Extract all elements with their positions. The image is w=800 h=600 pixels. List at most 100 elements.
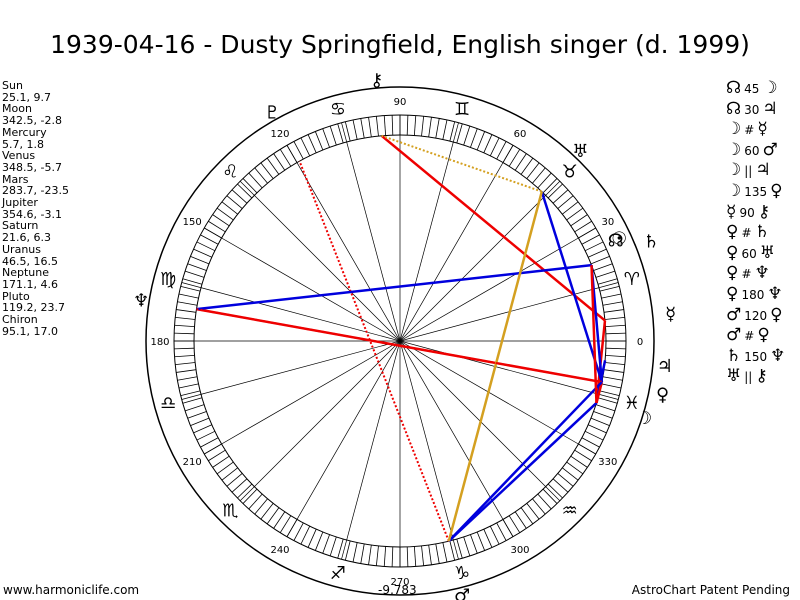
degree-tick bbox=[537, 493, 552, 510]
degree-tick bbox=[542, 178, 558, 194]
degree-tick bbox=[601, 383, 622, 389]
degree-tick bbox=[435, 118, 440, 139]
degree-tick bbox=[360, 543, 365, 564]
aspect-planet-b: ♀ bbox=[757, 325, 770, 346]
degree-label: 150 bbox=[183, 217, 202, 228]
degree-tick bbox=[279, 149, 292, 167]
degree-tick bbox=[184, 404, 205, 412]
degree-tick bbox=[279, 515, 292, 533]
aspect-value: 60 bbox=[741, 246, 757, 261]
degree-tick bbox=[226, 473, 243, 487]
aspect-value: 45 bbox=[744, 82, 760, 96]
aspect-planet-a: ☽ bbox=[726, 160, 742, 181]
degree-tick bbox=[176, 369, 197, 373]
degree-tick bbox=[175, 362, 196, 366]
zodiac-sign-icon: ♉ bbox=[562, 161, 578, 182]
aspect-planet-a: ☽ bbox=[726, 139, 742, 160]
degree-tick bbox=[562, 467, 579, 481]
degree-tick bbox=[570, 214, 588, 227]
degree-tick bbox=[260, 162, 274, 179]
aspect-value: # bbox=[741, 267, 752, 282]
degree-tick bbox=[603, 369, 624, 373]
degree-tick bbox=[344, 540, 351, 561]
degree-tick bbox=[248, 172, 263, 189]
aspect-planet-b: ☿ bbox=[757, 119, 768, 140]
uranus-icon: ♅ bbox=[572, 141, 588, 162]
degree-tick bbox=[435, 543, 440, 564]
sun-icon: ☉ bbox=[611, 228, 627, 249]
aspect-planet-a: ☊ bbox=[726, 98, 742, 119]
aspect-planet-a: ♀ bbox=[726, 263, 739, 284]
aspect-list: ☊ 45 ☽ ☊ 30 ♃ ☽ # ☿ ☽ 60 ♂ ☽ || ♃ ☽ 135 ♀ ☿ 90 ⚷ ♀ # ♄ ♀ 60 ♅ ♀ # ♆ ♀ 1… bbox=[726, 78, 785, 387]
degree-tick bbox=[604, 362, 625, 366]
degree-label: 60 bbox=[514, 129, 527, 140]
aspect-row: ☽ || ♃ bbox=[726, 160, 785, 181]
aspect-planet-b: ♀ bbox=[770, 180, 783, 201]
degree-tick bbox=[597, 397, 618, 404]
aspect-value: 30 bbox=[744, 102, 760, 117]
planet-position-list: Sun 25.1, 9.7 Moon 342.5, -2.8 Mercury 5.7, 1… bbox=[2, 80, 69, 337]
planet-coords: 5.7, 1.8 bbox=[2, 137, 44, 151]
degree-tick bbox=[599, 285, 620, 292]
degree-tick bbox=[489, 525, 500, 545]
degree-tick bbox=[514, 153, 527, 171]
aspect-row: ♀ # ♆ bbox=[726, 263, 785, 284]
aspect-line bbox=[381, 134, 543, 193]
degree-tick bbox=[581, 234, 600, 245]
degree-tick bbox=[237, 183, 253, 199]
degree-tick bbox=[552, 189, 569, 204]
degree-tick bbox=[314, 531, 324, 551]
degree-tick bbox=[190, 417, 210, 427]
degree-tick bbox=[177, 376, 198, 381]
aspect-planet-a: ♀ bbox=[726, 242, 739, 263]
degree-tick bbox=[442, 119, 448, 140]
degree-tick bbox=[182, 397, 203, 404]
degree-tick bbox=[584, 430, 604, 441]
degree-tick bbox=[593, 263, 613, 271]
degree-tick bbox=[307, 134, 317, 153]
degree-tick bbox=[508, 149, 521, 167]
degree-tick bbox=[360, 118, 365, 139]
aspect-planet-b: ♆ bbox=[754, 263, 770, 284]
footer-value: -9,783 bbox=[378, 583, 417, 597]
degree-tick bbox=[463, 536, 471, 557]
aspect-row: ♂ # ♀ bbox=[726, 325, 785, 346]
degree-tick bbox=[187, 263, 207, 271]
aspect-planet-a: ♂ bbox=[726, 325, 742, 346]
degree-tick bbox=[180, 390, 201, 397]
planet-coords: 25.1, 9.7 bbox=[2, 90, 51, 104]
saturn-icon: ♄ bbox=[643, 232, 659, 253]
degree-tick bbox=[375, 545, 379, 566]
degree-tick bbox=[329, 125, 337, 146]
degree-tick bbox=[375, 116, 379, 137]
website-link[interactable]: www.harmoniclife.com bbox=[3, 583, 140, 597]
planet-coords: 119.2, 23.7 bbox=[2, 301, 65, 315]
degree-tick bbox=[584, 241, 604, 252]
degree-tick bbox=[307, 529, 317, 548]
planet-coords: 342.5, -2.8 bbox=[2, 114, 62, 128]
degree-tick bbox=[574, 449, 592, 462]
aspect-row: ☊ 45 ☽ bbox=[726, 78, 785, 99]
degree-tick bbox=[190, 255, 210, 265]
degree-tick bbox=[532, 498, 546, 515]
degree-tick bbox=[542, 488, 558, 504]
degree-tick bbox=[532, 167, 546, 184]
degree-tick bbox=[216, 461, 234, 475]
aspect-value: # bbox=[744, 123, 755, 138]
aspect-planet-a: ♂ bbox=[726, 304, 742, 325]
aspect-planet-a: ♄ bbox=[726, 345, 742, 366]
aspect-planet-b: ♃ bbox=[762, 98, 778, 119]
degree-tick bbox=[352, 119, 358, 140]
zodiac-sign-icon: ♊ bbox=[454, 99, 470, 120]
planet-coords: 21.6, 6.3 bbox=[2, 231, 51, 245]
degree-tick bbox=[242, 178, 258, 194]
degree-tick bbox=[605, 347, 626, 350]
aspect-value: # bbox=[741, 226, 752, 241]
aspect-planet-b: ♃ bbox=[755, 160, 771, 181]
degree-tick bbox=[212, 455, 230, 468]
degree-tick bbox=[200, 234, 219, 245]
degree-label: 120 bbox=[270, 129, 289, 140]
degree-tick bbox=[314, 131, 324, 151]
degree-tick bbox=[300, 525, 311, 545]
zodiac-sign-icon: ♋ bbox=[330, 99, 346, 120]
